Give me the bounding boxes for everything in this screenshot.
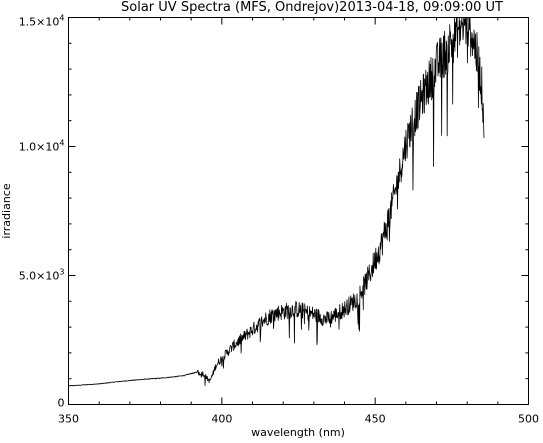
x-tick-label: 350 <box>58 413 79 426</box>
x-axis-label: wavelength (nm) <box>251 426 345 439</box>
data-series <box>68 17 485 387</box>
chart-title: Solar UV Spectra (MFS, Ondrejov)2013-04-… <box>121 0 503 15</box>
y-tick-label-exponent: 4 <box>59 14 64 23</box>
x-ticks: 350 400 450 500 <box>58 17 539 426</box>
plot-frame <box>68 17 529 405</box>
spectrum-line <box>68 17 485 387</box>
y-tick-label: 5.0×103 <box>19 268 65 283</box>
x-tick-label: 400 <box>211 413 232 426</box>
y-tick-label: 1.5×104 <box>19 14 65 29</box>
y-tick-label-base: 5.0×10 <box>19 270 60 283</box>
y-tick-label-base: 0 <box>58 397 65 410</box>
y-tick-label: 1.0×104 <box>19 139 65 154</box>
y-tick-label: 0 <box>58 397 65 410</box>
y-tick-label-base: 1.5×10 <box>19 16 60 29</box>
y-axis-label: irradiance <box>0 183 13 238</box>
y-tick-label-exponent: 4 <box>59 139 64 148</box>
x-tick-label: 450 <box>365 413 386 426</box>
y-tick-label-exponent: 3 <box>59 268 64 277</box>
y-tick-label-base: 1.0×10 <box>19 141 60 154</box>
x-tick-label: 500 <box>518 413 539 426</box>
